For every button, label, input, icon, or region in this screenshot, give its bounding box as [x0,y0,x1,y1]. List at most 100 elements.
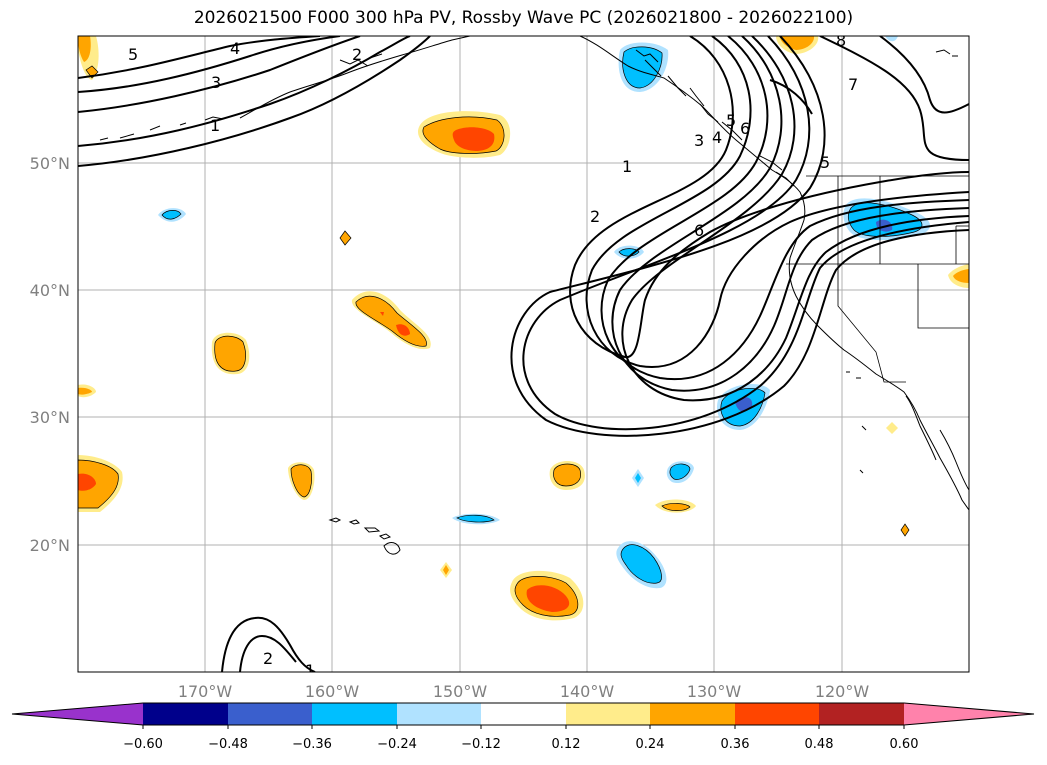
bc-coast [579,36,806,221]
pv-contour [879,36,969,114]
coastlines [99,36,969,555]
contour-label: 2 [263,649,273,668]
contour-label: 4 [712,128,722,147]
anomaly-blob [339,230,352,246]
contour-label: 1 [210,116,220,135]
contour-label: 6 [694,221,704,240]
contour-label: 1 [622,157,632,176]
pv-contours [78,36,969,672]
contour-label: 5 [726,111,736,130]
contour-label: 7 [848,75,858,94]
contour-label: 6 [740,119,750,138]
anomaly-blob [456,514,495,523]
colorbar-tick-label: −0.60 [123,737,163,752]
anomaly-blob [622,46,663,89]
colorbar-tick-label: −0.36 [292,737,332,752]
anomaly-blob [443,565,449,575]
colorbar-tick-label: 0.24 [636,737,665,752]
anomaly-blob [635,473,641,483]
lat-tick-label: 50°N [30,154,70,173]
colorbar-segment [650,703,735,725]
contour-label: 2 [590,207,600,226]
anomaly-blob [900,523,910,537]
colorbar-extend-high [904,703,1034,725]
pv-contour [239,634,297,672]
colorbar-tick-label: −0.24 [377,737,417,752]
anomaly-blob [380,312,384,316]
colorbar-segment [481,703,566,725]
anomaly-blob [161,210,182,220]
anomaly-blob [214,335,246,372]
anomaly-blob [620,544,662,584]
anomaly-blob [78,459,119,509]
contour-label: 1 [305,661,315,680]
colorbar-segment [397,703,481,725]
anomaly-blob [78,387,92,395]
lon-tick-label: 170°W [178,682,233,701]
colorbar-segment [566,703,650,725]
lon-tick-label: 140°W [560,682,615,701]
lat-tick-labels: 50°N 40°N 30°N 20°N [30,154,70,555]
alaska-coast [99,36,471,141]
contour-label: 5 [820,153,830,172]
map-area: 5 4 3 1 2 8 7 1 2 3 4 5 6 5 6 2 1 [78,31,969,680]
anomaly-blob [526,585,570,612]
baja-coast [905,395,969,491]
anomaly-blob [78,36,91,62]
pv-contour [78,36,321,79]
lat-tick-label: 40°N [30,281,70,300]
pv-contour [78,36,361,113]
map-title: 2026021500 F000 300 hPa PV, Rossby Wave … [193,8,854,28]
pv-contour [522,36,969,431]
anomaly-blob [669,463,691,480]
colorbar-tick-label: 0.36 [721,737,750,752]
anomaly-blob [452,127,495,151]
anomaly-blob [290,464,312,498]
state-border [837,264,906,383]
anomaly-blob [553,463,581,487]
anomaly-blob [661,503,691,511]
contour-label: 8 [836,31,846,50]
colorbar-segment [735,703,819,725]
lon-tick-labels: 170°W 160°W 150°W 140°W 130°W 120°W [178,682,870,701]
map-frame [77,35,970,673]
colorbar-extend-low [12,703,143,725]
anomaly-blob [885,36,898,42]
contour-labels: 5 4 3 1 2 8 7 1 2 3 4 5 6 5 6 2 1 [128,31,858,680]
colorbar: −0.60 −0.48 −0.36 −0.24 −0.12 0.12 0.24 … [11,702,1035,752]
positive-anomalies [78,36,969,621]
anomaly-blob [78,473,96,491]
pv-contour [569,36,969,359]
anomaly-blob [396,324,410,336]
contour-label: 3 [211,73,221,92]
contour-label: 2 [352,45,362,64]
colorbar-tick-label: −0.48 [208,737,248,752]
colorbar-tick-label: 0.60 [890,737,919,752]
anomaly-blob [618,248,640,257]
pv-contour [510,36,969,437]
colorbar-segment [312,703,397,725]
contour-label: 5 [128,45,138,64]
pv-contour [611,36,969,392]
contour-label: 4 [230,39,240,58]
pv-contour [819,36,969,161]
alaska-islands [635,49,958,187]
pv-contour [769,79,813,115]
lat-tick-label: 20°N [30,536,70,555]
lon-tick-label: 130°W [687,682,742,701]
lon-tick-label: 120°W [815,682,870,701]
colorbar-tick-label: 0.12 [552,737,581,752]
colorbar-tick-label: −0.12 [461,737,501,752]
pv-contour [221,616,316,672]
pv-contour [78,36,341,93]
pv-contour [585,36,969,368]
lon-tick-label: 160°W [305,682,360,701]
colorbar-tick-label: 0.48 [805,737,834,752]
colorbar-segment [228,703,312,725]
colorbar-segment [143,703,228,725]
anomaly-blob [886,422,898,434]
pv-contour [78,36,411,147]
anomaly-blob [953,269,969,283]
hawaii-islands [328,517,401,555]
